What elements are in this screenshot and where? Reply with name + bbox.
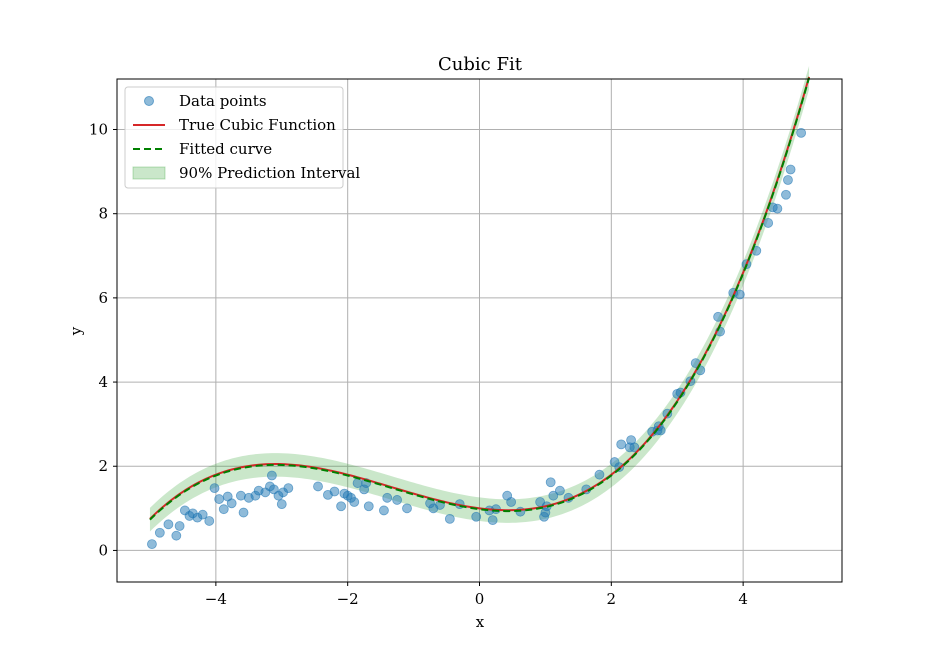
data-point (283, 483, 294, 494)
data-point (363, 501, 374, 512)
data-point (785, 164, 796, 175)
legend-label-true-function: True Cubic Function (179, 116, 336, 134)
data-point (555, 485, 565, 496)
data-point (329, 486, 340, 497)
data-point (226, 498, 237, 509)
data-point (382, 492, 393, 503)
y-tick-label: 4 (98, 373, 108, 391)
data-point (392, 495, 403, 505)
data-point (349, 497, 360, 507)
plot-area (147, 65, 811, 550)
data-point (444, 513, 455, 524)
data-point (147, 539, 157, 550)
fitted-curve-line (149, 77, 811, 521)
data-point (336, 501, 346, 512)
y-tick-label: 8 (98, 205, 108, 223)
data-point (154, 527, 165, 538)
data-point (506, 497, 517, 507)
y-axis-label: y (67, 326, 85, 336)
x-tick-label: 2 (607, 590, 617, 608)
legend-marker-prediction-interval (132, 166, 166, 180)
data-point (209, 483, 220, 494)
data-point (276, 499, 287, 510)
data-point (763, 218, 774, 228)
chart-title: Cubic Fit (438, 54, 523, 75)
legend-marker-data-points (144, 96, 154, 106)
data-point (471, 511, 482, 522)
data-point (713, 311, 723, 322)
data-point (379, 505, 389, 516)
data-point (214, 494, 225, 504)
data-point (204, 516, 215, 526)
y-tick-label: 10 (89, 121, 108, 139)
data-point (487, 515, 498, 526)
data-point (545, 477, 556, 488)
y-tick-label: 6 (98, 289, 108, 307)
x-tick-label: 0 (475, 590, 485, 608)
data-point (218, 504, 229, 515)
y-tick-label: 2 (98, 457, 108, 475)
data-point (238, 507, 249, 518)
data-point (772, 203, 783, 214)
data-point (796, 127, 807, 138)
x-tick-label: −2 (337, 590, 359, 608)
grid (117, 79, 842, 582)
data-point (594, 469, 605, 480)
data-point (616, 439, 627, 450)
legend: Data points True Cubic Function Fitted c… (124, 86, 360, 189)
legend-label-fitted-curve: Fitted curve (179, 140, 272, 158)
data-point (548, 490, 559, 501)
x-axis-label: x (476, 613, 485, 631)
legend-label-prediction-interval: 90% Prediction Interval (179, 164, 360, 182)
data-point (734, 289, 745, 300)
data-point (781, 189, 791, 200)
data-point (174, 521, 185, 531)
data-point (171, 530, 182, 541)
data-point (266, 470, 277, 481)
data-point (197, 509, 208, 520)
data-point (402, 503, 412, 514)
data-point (163, 519, 174, 530)
legend-label-data-points: Data points (179, 92, 267, 110)
x-tick-label: −4 (205, 590, 227, 608)
data-point (313, 481, 323, 492)
legend-box (124, 86, 344, 189)
y-tick-label: 0 (98, 541, 108, 559)
data-point (783, 175, 793, 185)
data-point (629, 442, 640, 453)
x-tick-label: 4 (738, 590, 748, 608)
axis-ticks: −4 −2 0 2 4 0 2 4 6 8 10 (89, 121, 748, 608)
